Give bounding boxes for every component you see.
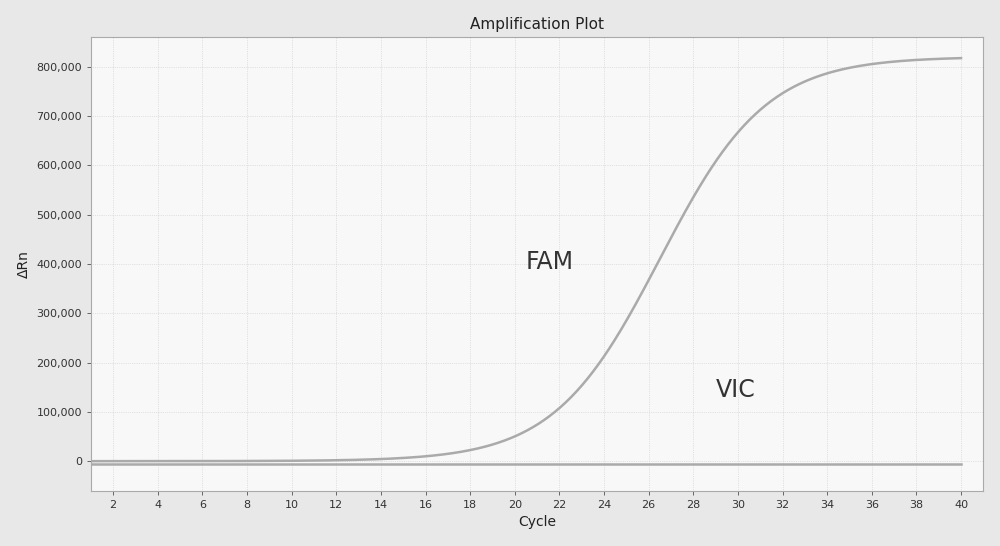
Text: VIC: VIC bbox=[716, 378, 755, 402]
Title: Amplification Plot: Amplification Plot bbox=[470, 17, 604, 32]
Y-axis label: ΔRn: ΔRn bbox=[17, 250, 31, 278]
Text: FAM: FAM bbox=[526, 250, 574, 274]
X-axis label: Cycle: Cycle bbox=[518, 515, 556, 529]
